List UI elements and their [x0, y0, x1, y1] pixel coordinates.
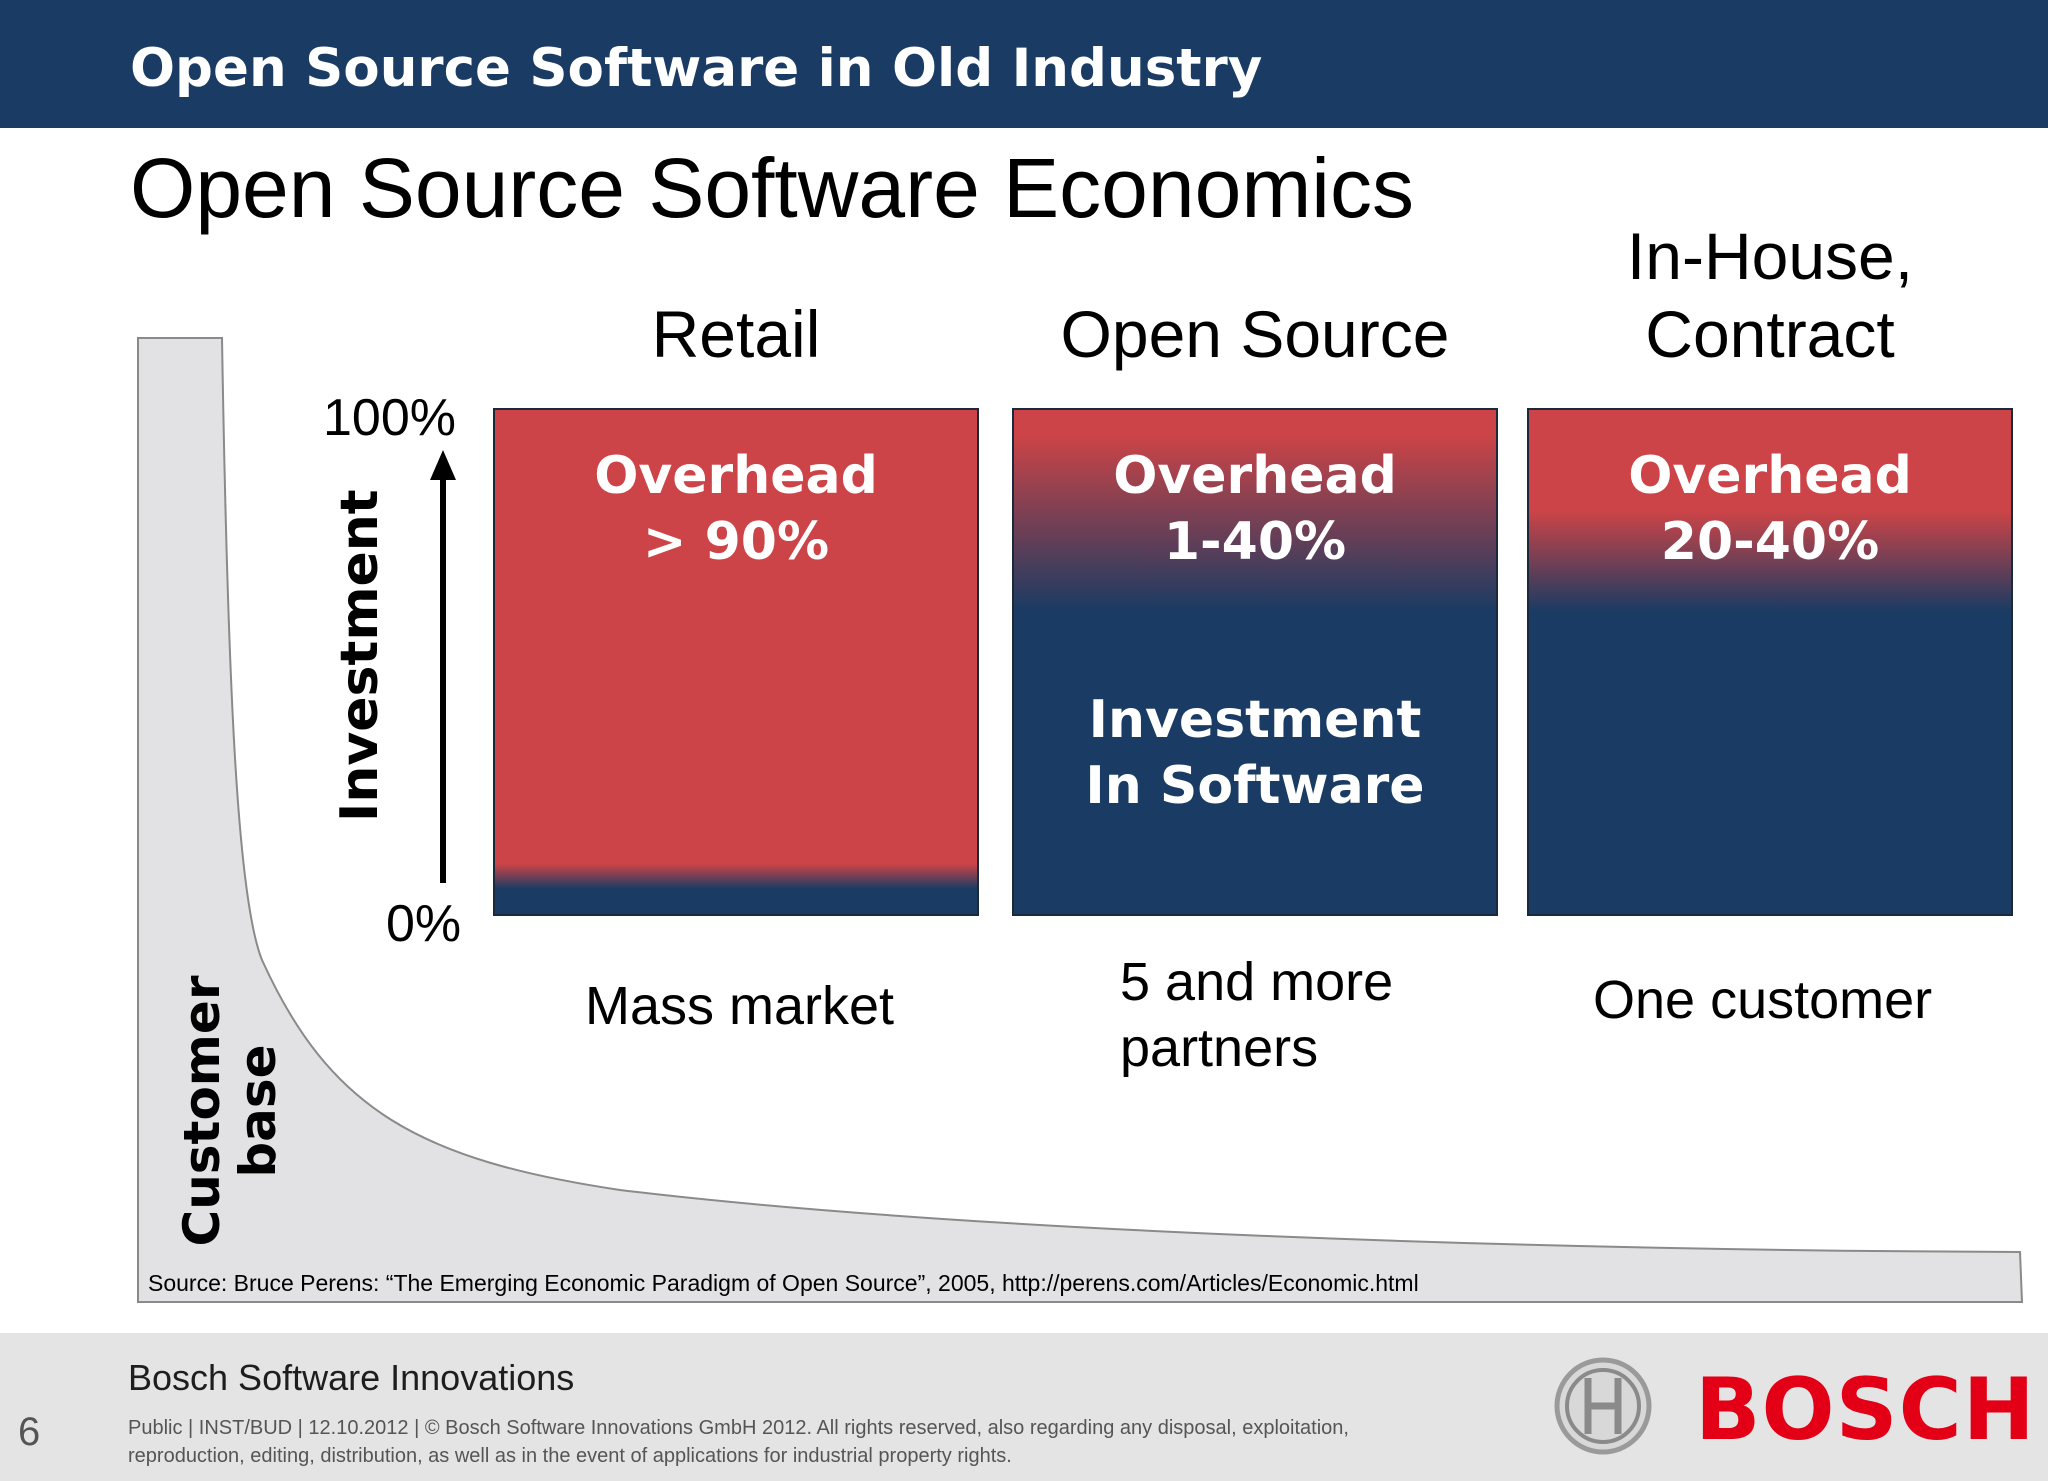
- bar-retail: [493, 408, 979, 916]
- customer-base-label: Customer base: [173, 975, 287, 1247]
- legal-notice: Public | INST/BUD | 12.10.2012 | © Bosch…: [128, 1417, 1349, 1467]
- overhead-label-retail: Overhead > 90%: [594, 446, 878, 572]
- investment-arrow: [430, 450, 456, 883]
- segment-mass-market: Mass market: [585, 976, 895, 1036]
- bosch-logo: BOSCH: [1695, 1360, 2036, 1460]
- customer-base-curve: [137, 337, 2024, 1303]
- page-number: 6: [18, 1410, 41, 1454]
- overhead-label-open-source: Overhead 1-40%: [1113, 446, 1397, 572]
- segment-partners: 5 and more partners: [1120, 952, 1394, 1078]
- investment-axis-label: Investment: [330, 489, 390, 822]
- investment-label-open-source: Investment In Software: [1085, 690, 1425, 816]
- source-citation: Source: Bruce Perens: “The Emerging Econ…: [148, 1270, 1419, 1296]
- bosch-armature-icon: [1554, 1357, 1652, 1455]
- slide-title: Open Source Software Economics: [130, 141, 1414, 235]
- heading-open-source: Open Source: [1060, 297, 1450, 371]
- bar-in-house-contract: [1527, 408, 2013, 916]
- bar-open-source: [1012, 408, 1498, 916]
- heading-retail: Retail: [651, 297, 821, 371]
- footer-bar: [0, 1333, 2048, 1481]
- overhead-label-in-house: Overhead 20-40%: [1628, 446, 1912, 572]
- header-bar: Open Source Software in Old Industry: [0, 0, 2048, 128]
- header-title: Open Source Software in Old Industry: [130, 38, 1263, 99]
- company-name: Bosch Software Innovations: [128, 1357, 575, 1398]
- axis-tick-0: 0%: [386, 895, 462, 953]
- heading-in-house-contract: In-House, Contract: [1626, 219, 1914, 371]
- axis-tick-100: 100%: [323, 389, 456, 447]
- segment-one-customer: One customer: [1593, 970, 1933, 1030]
